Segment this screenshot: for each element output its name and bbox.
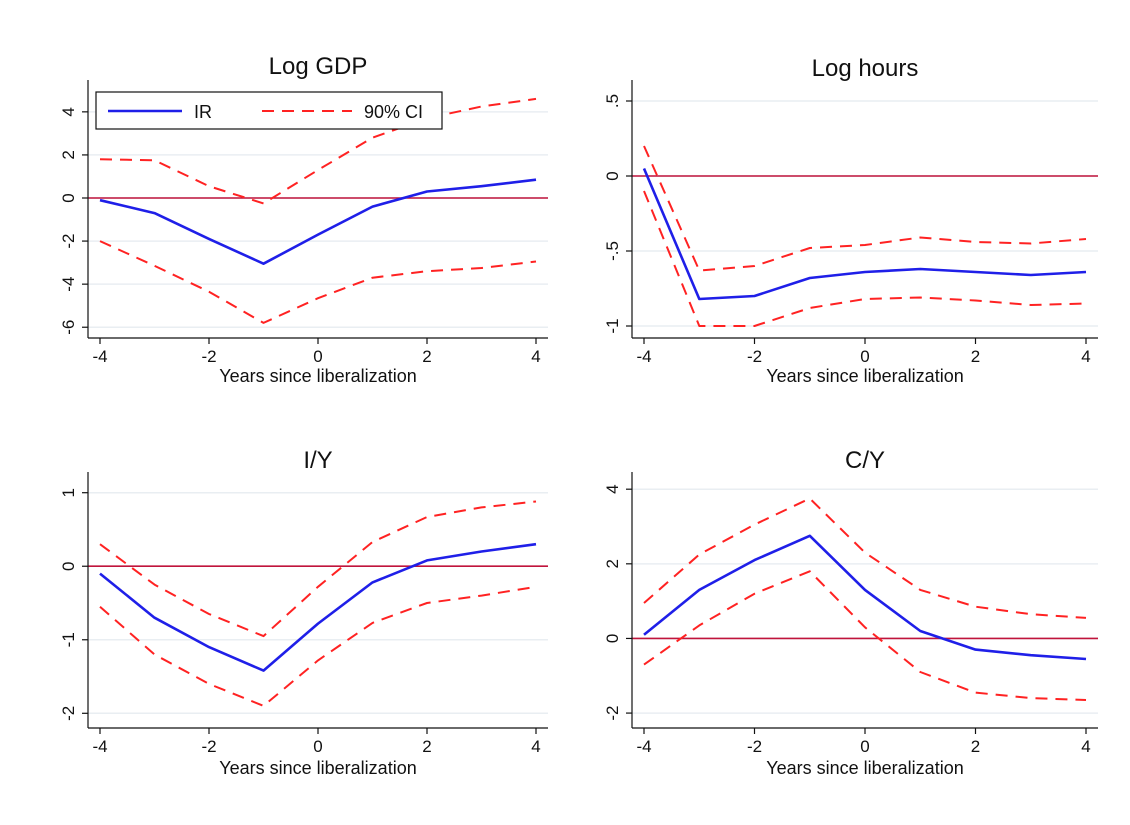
ci-line-upper	[643, 145, 1087, 272]
ci-line-lower	[99, 240, 537, 324]
legend-ci-label: 90% CI	[364, 102, 423, 122]
panel-title: Log GDP	[269, 53, 368, 80]
x-tick-label: -2	[747, 347, 762, 366]
ci-line-lower	[643, 570, 1087, 701]
y-tick-label: -6	[59, 320, 78, 335]
x-tick-label: 2	[971, 737, 980, 756]
x-tick-label: -4	[636, 347, 651, 366]
y-tick-label: -1	[603, 318, 622, 333]
panel-title: C/Y	[845, 447, 885, 474]
ir-line	[99, 542, 537, 672]
ir-line	[642, 167, 1087, 301]
x-axis-label: Years since liberalization	[219, 758, 416, 778]
y-tick-label: -.5	[603, 241, 622, 261]
y-tick-label: -2	[59, 234, 78, 249]
y-tick-label: -4	[59, 277, 78, 292]
x-tick-label: 2	[971, 347, 980, 366]
y-tick-label: 4	[59, 107, 78, 116]
x-tick-label: 4	[1081, 347, 1090, 366]
panel-2: -1 -.5 0 .5 -4 -2 0 2 4 Log hours Years since libe…	[603, 55, 1098, 386]
y-tick-label: -2	[59, 706, 78, 721]
y-tick-label: 1	[59, 488, 78, 497]
x-tick-label: 4	[531, 737, 540, 756]
y-tick-label: 0	[59, 562, 78, 571]
x-tick-label: 0	[313, 347, 322, 366]
x-tick-label: 2	[422, 737, 431, 756]
legend-ir-label: IR	[194, 102, 212, 122]
x-tick-label: 0	[313, 737, 322, 756]
x-tick-label: -4	[92, 737, 107, 756]
y-tick-label: 0	[603, 171, 622, 180]
panel-title: I/Y	[303, 447, 332, 474]
legend: IR 90% CI	[95, 91, 443, 130]
x-tick-label: 0	[860, 737, 869, 756]
ci-line-upper	[643, 497, 1087, 619]
panel-4: -2 0 2 4 -4 -2 0 2 4 C/Y Years since liberalizatio…	[603, 447, 1098, 778]
x-tick-label: -2	[747, 737, 762, 756]
ci-line-lower	[99, 585, 537, 707]
x-tick-label: 0	[860, 347, 869, 366]
y-tick-label: -1	[59, 632, 78, 647]
x-tick-label: -2	[201, 347, 216, 366]
y-tick-label: 4	[603, 484, 622, 493]
ci-line-lower	[643, 190, 1087, 327]
y-tick-label: -2	[603, 706, 622, 721]
ci-line-upper	[99, 500, 537, 638]
panel-title: Log hours	[812, 55, 919, 82]
x-tick-label: -2	[201, 737, 216, 756]
x-axis-label: Years since liberalization	[766, 758, 963, 778]
x-tick-label: 4	[1081, 737, 1090, 756]
x-tick-label: -4	[92, 347, 107, 366]
x-axis-label: Years since liberalization	[766, 366, 963, 386]
y-tick-label: 0	[59, 193, 78, 202]
ir-line	[643, 534, 1087, 661]
y-tick-label: 0	[603, 634, 622, 643]
x-tick-label: -4	[636, 737, 651, 756]
x-axis-label: Years since liberalization	[219, 366, 416, 386]
x-tick-label: 4	[531, 347, 540, 366]
panel-3: -2 -1 0 1 -4 -2 0 2 4 I/Y Years since liberalizati…	[59, 447, 548, 778]
ir-line	[99, 178, 537, 266]
y-tick-label: .5	[603, 94, 622, 108]
y-tick-label: 2	[603, 559, 622, 568]
y-tick-label: 2	[59, 150, 78, 159]
x-tick-label: 2	[422, 347, 431, 366]
